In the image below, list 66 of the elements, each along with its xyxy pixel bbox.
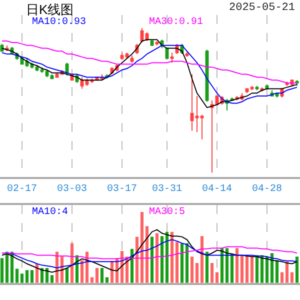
bar [230,254,234,283]
x-tick-label: 04-28 [252,184,282,195]
bar [90,277,94,283]
bar [235,248,239,283]
candlestick [250,85,254,91]
x-tick-label: 02-17 [6,184,38,195]
candlestick [185,50,189,58]
x-tick-label: 03-31 [152,184,182,195]
bar [20,274,24,283]
bar [195,263,199,283]
bar [15,268,19,283]
candlestick [200,114,204,140]
bar [80,260,84,283]
bar [275,260,279,283]
x-tick-label: 04-14 [202,184,232,195]
text: MA30:0.91 [149,17,204,28]
bar [250,256,254,283]
bar [240,255,244,283]
bar [105,277,109,283]
bar [95,268,99,283]
bar [65,268,69,283]
bar [290,272,294,283]
bar [255,255,259,283]
text: 2025-05-21 [229,2,296,14]
bar [200,236,204,283]
bar [165,232,169,283]
candlestick [130,55,134,64]
bar [205,252,209,283]
bar [100,268,104,283]
bar [295,256,299,283]
x-tick-label: 03-03 [56,184,88,195]
bar [150,236,154,283]
bar [185,243,189,283]
bar [160,236,164,283]
bar [215,272,219,283]
candlestick [255,85,259,91]
bar [280,272,284,283]
text: MA30:5 [149,207,186,218]
bar [25,270,29,283]
bar [70,243,74,283]
candlestick [120,52,124,60]
candlestick [195,96,199,133]
candlestick [170,52,174,64]
bar [245,256,249,283]
bar [180,243,184,283]
bar [170,232,174,283]
text: MA10:4 [32,207,68,218]
bar [50,275,54,283]
bar [210,263,214,283]
bar [225,248,229,283]
candlestick [155,40,159,46]
chart-title: 日K线图 [26,2,74,17]
bar [285,262,289,283]
candlestick [190,74,194,132]
bar [155,233,159,283]
bar [140,212,144,283]
bar [190,256,194,283]
bar [145,226,149,283]
x-tick-label: 03-17 [106,184,138,195]
candlestick [210,100,214,174]
bar [30,270,34,283]
bar [0,258,4,283]
bar [5,252,9,283]
candlestick [40,66,44,74]
bar [175,242,179,283]
text: MA10:0.93 [32,17,86,28]
